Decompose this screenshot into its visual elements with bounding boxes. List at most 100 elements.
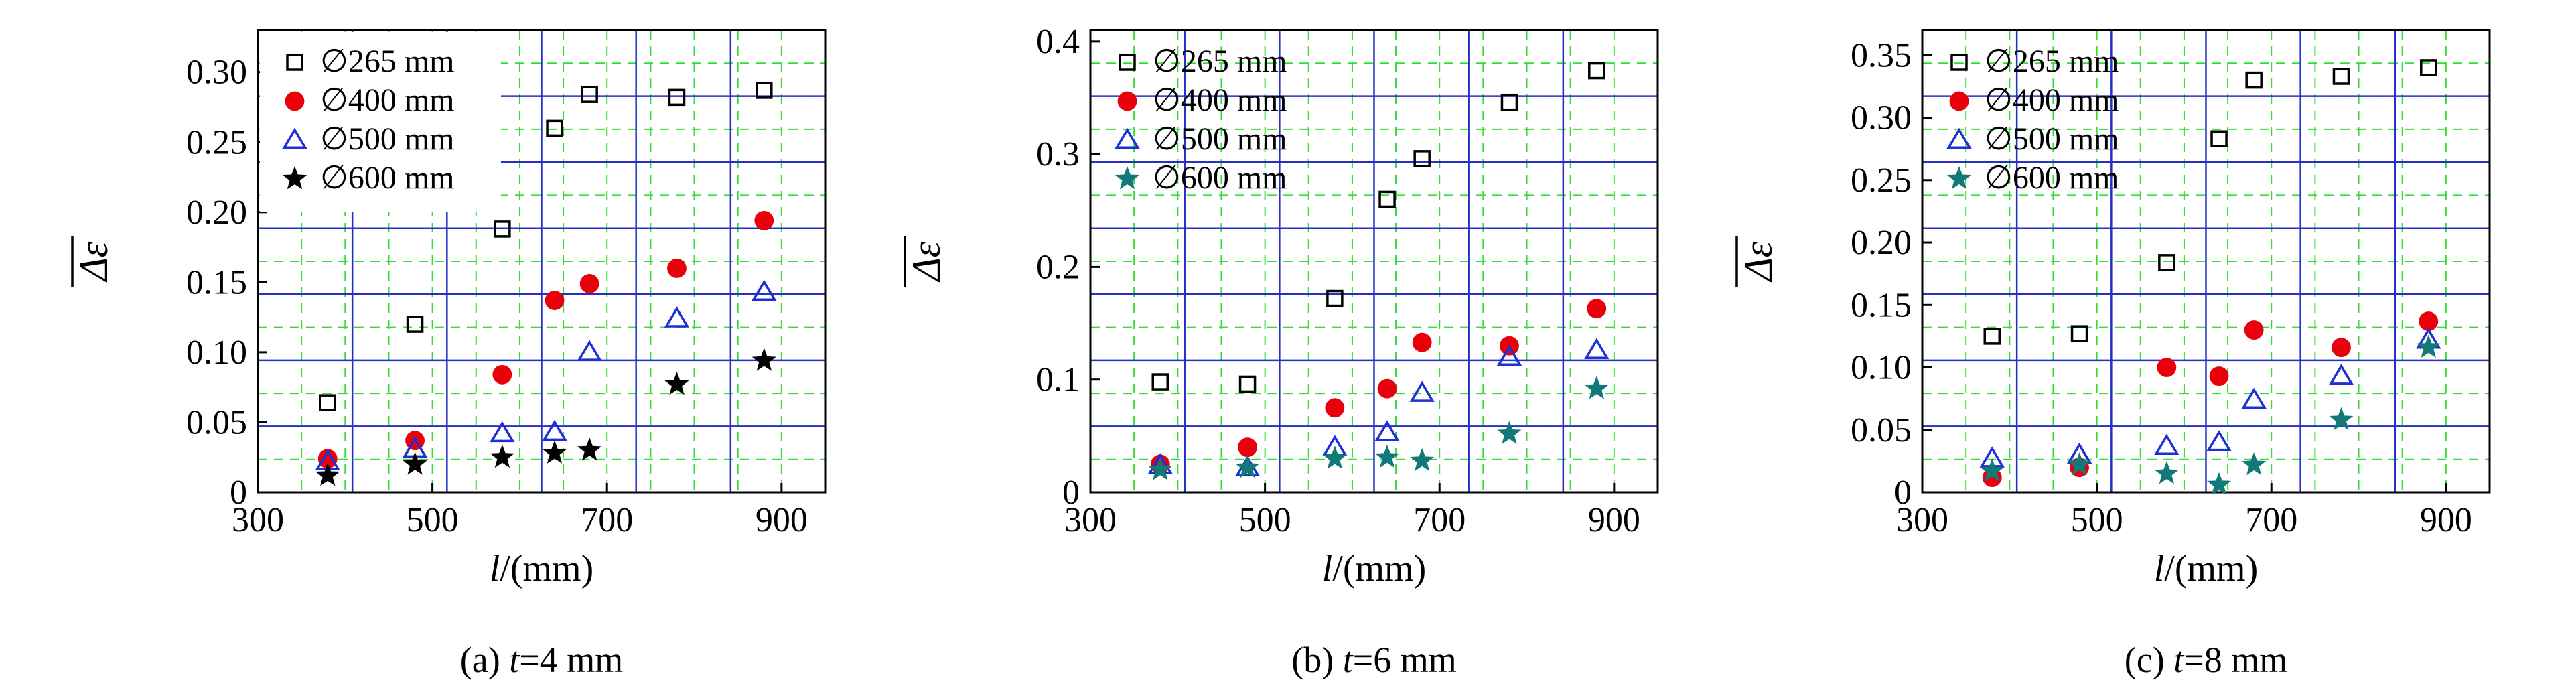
data-point bbox=[1587, 299, 1607, 319]
data-point bbox=[668, 88, 686, 107]
caption-variable: t bbox=[1343, 640, 1354, 680]
y-tick-label: 0 bbox=[1062, 474, 1080, 512]
legend-marker bbox=[282, 166, 307, 190]
y-tick-label: 0.10 bbox=[186, 334, 247, 372]
x-axis-label: l/(mm) bbox=[490, 548, 594, 589]
legend: ∅265 mm∅400 mm∅500 mm∅600 mm bbox=[1115, 44, 1287, 196]
y-tick-label: 0.05 bbox=[186, 403, 247, 441]
x-tick-label: 300 bbox=[1064, 501, 1117, 539]
data-point bbox=[1983, 328, 2001, 345]
data-point bbox=[2154, 433, 2179, 455]
legend: ∅265 mm∅400 mm∅500 mm∅600 mm bbox=[260, 32, 501, 212]
data-point bbox=[403, 451, 427, 475]
data-point bbox=[1235, 455, 1260, 478]
data-point bbox=[1378, 190, 1396, 208]
legend-label: ∅265 mm bbox=[1985, 44, 2119, 79]
data-point bbox=[2206, 429, 2232, 451]
data-point bbox=[492, 364, 512, 385]
data-point bbox=[577, 437, 602, 461]
legend-marker bbox=[1949, 91, 1969, 111]
data-point bbox=[1409, 380, 1435, 402]
data-point bbox=[2210, 130, 2228, 147]
data-point bbox=[1322, 445, 1347, 469]
y-tick-label: 0.20 bbox=[1851, 224, 1912, 262]
y-tick-label: 0.15 bbox=[1851, 286, 1912, 324]
x-axis-label-unit: /(mm) bbox=[1332, 548, 1426, 589]
series-1 bbox=[1982, 311, 2439, 488]
y-tick-label: 0.25 bbox=[186, 123, 247, 161]
panel-caption: (c) t=8 mm bbox=[2125, 640, 2287, 680]
series-2 bbox=[315, 279, 777, 470]
caption-variable: t bbox=[509, 640, 520, 680]
y-axis-label-text: Δε bbox=[72, 241, 116, 282]
data-point bbox=[2416, 334, 2441, 358]
x-tick-label: 900 bbox=[1588, 501, 1640, 539]
data-point bbox=[1980, 458, 2005, 482]
data-point bbox=[1413, 150, 1431, 167]
caption-suffix: =6 mm bbox=[1353, 640, 1457, 680]
x-tick-label: 500 bbox=[2071, 501, 2123, 539]
series-3 bbox=[1148, 376, 1609, 480]
series-2 bbox=[1979, 328, 2441, 468]
x-axis-label-variable: l bbox=[1322, 548, 1333, 589]
data-point bbox=[2070, 325, 2088, 342]
data-point bbox=[2157, 358, 2177, 377]
data-point bbox=[1412, 332, 1432, 352]
data-point bbox=[754, 210, 774, 230]
legend-label: ∅265 mm bbox=[320, 44, 454, 79]
data-point bbox=[581, 86, 598, 103]
y-tick-label: 0.2 bbox=[1036, 248, 1080, 286]
data-point bbox=[542, 419, 567, 441]
data-point bbox=[1325, 398, 1345, 418]
data-point bbox=[315, 462, 340, 486]
legend-marker bbox=[1115, 166, 1140, 190]
y-tick-label: 0 bbox=[230, 474, 247, 512]
x-axis-label-variable: l bbox=[2154, 548, 2165, 589]
legend-marker bbox=[1946, 166, 1972, 190]
x-axis-label: l/(mm) bbox=[2154, 548, 2259, 589]
x-tick-label: 900 bbox=[2420, 501, 2472, 539]
x-axis-label-variable: l bbox=[490, 548, 500, 589]
data-point bbox=[1238, 375, 1257, 393]
data-point bbox=[2332, 338, 2351, 358]
data-point bbox=[752, 279, 777, 301]
data-point bbox=[2207, 472, 2232, 496]
data-point bbox=[1374, 420, 1400, 441]
data-point bbox=[1238, 437, 1257, 458]
grid bbox=[1090, 30, 1658, 492]
data-point bbox=[543, 440, 567, 464]
legend-label: ∅500 mm bbox=[1985, 121, 2119, 157]
x-axis-label: l/(mm) bbox=[1322, 548, 1427, 589]
x-tick-label: 700 bbox=[2245, 501, 2297, 539]
data-point bbox=[664, 372, 689, 395]
plot-frame bbox=[1089, 29, 1659, 494]
data-point bbox=[1410, 447, 1435, 472]
y-axis-label: Δε bbox=[71, 236, 116, 287]
data-point bbox=[577, 340, 602, 361]
data-point bbox=[2067, 452, 2092, 476]
legend-marker bbox=[1946, 127, 1972, 149]
x-tick-label: 500 bbox=[1239, 501, 1291, 539]
x-axis-label-unit: /(mm) bbox=[500, 548, 593, 589]
x-tick-label: 900 bbox=[756, 501, 808, 539]
legend-marker bbox=[1119, 54, 1136, 71]
panel-caption: (b) t=6 mm bbox=[1291, 640, 1456, 680]
x-tick-label: 700 bbox=[581, 501, 633, 539]
plot-frame bbox=[257, 29, 827, 494]
panel-caption: (a) t=4 mm bbox=[460, 640, 623, 680]
data-point bbox=[1151, 373, 1169, 391]
x-axis-label-unit: /(mm) bbox=[2164, 548, 2258, 589]
y-axis-label: Δε bbox=[904, 236, 948, 287]
legend-label: ∅500 mm bbox=[320, 121, 454, 157]
data-point bbox=[1148, 457, 1173, 480]
legend-label: ∅400 mm bbox=[1153, 82, 1287, 118]
data-point bbox=[579, 274, 599, 293]
data-point bbox=[490, 421, 515, 443]
data-point bbox=[667, 259, 687, 278]
legend-marker bbox=[285, 91, 305, 111]
data-point bbox=[1588, 62, 1605, 80]
data-point bbox=[2242, 452, 2267, 476]
y-axis-label-text: Δε bbox=[1736, 241, 1780, 282]
y-tick-label: 0.30 bbox=[1851, 99, 1912, 137]
